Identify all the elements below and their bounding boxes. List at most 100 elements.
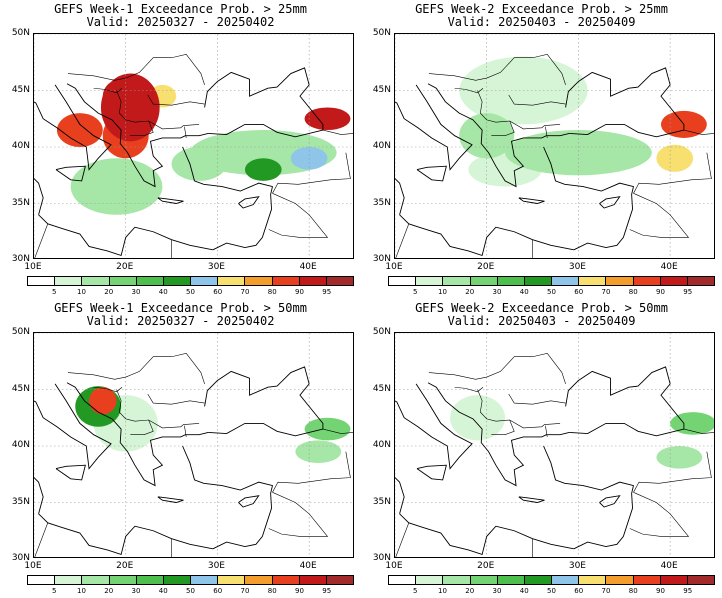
panel-title: GEFS Week-2 Exceedance Prob. > 25mm <box>415 2 668 16</box>
colorbar-swatch <box>272 576 300 584</box>
coastline <box>204 366 324 430</box>
coastline <box>395 84 473 171</box>
colorbar-swatch <box>136 277 164 285</box>
country-border <box>428 54 566 85</box>
country-border <box>184 126 187 139</box>
lon-tick-label: 10E <box>24 561 42 571</box>
lat-tick-label: 35N <box>11 496 30 507</box>
colorbar-swatch <box>136 576 164 584</box>
colorbar-tick-label: 70 <box>240 587 250 595</box>
colorbar-tick-label: 80 <box>267 587 277 595</box>
lon-tick-label: 10E <box>385 262 403 272</box>
coastline <box>208 123 324 138</box>
colorbar-tick-label: 95 <box>322 587 332 595</box>
map-area <box>33 332 354 558</box>
colorbar-swatch <box>82 277 110 285</box>
colorbar-tick-label: 10 <box>77 587 86 595</box>
panel-week2-50mm: GEFS Week-2 Exceedance Prob. > 50mm Vali… <box>361 299 722 598</box>
colorbar-swatch <box>299 277 327 285</box>
lat-tick-label: 40N <box>11 440 30 450</box>
colorbar-tick-label: 70 <box>601 587 611 595</box>
country-border <box>93 87 123 94</box>
colorbar-tick-label: 95 <box>683 288 693 296</box>
colorbar <box>27 276 354 286</box>
country-border <box>545 126 548 139</box>
panel-valid-dates: Valid: 20250403 - 20250409 <box>447 314 636 328</box>
colorbar-tick-label: 80 <box>267 288 277 296</box>
country-border <box>67 353 205 384</box>
lon-tick-label: 20E <box>477 262 495 272</box>
lat-tick-label: 50N <box>372 28 391 38</box>
coastline <box>55 165 86 182</box>
colorbar-tick-label: 50 <box>186 587 195 595</box>
colorbar-swatch <box>579 277 607 285</box>
colorbar-tick-label: 60 <box>213 288 223 296</box>
colorbar-tick-label: 60 <box>574 587 584 595</box>
lat-tick-label: 50N <box>372 327 391 337</box>
lat-tick-label: 50N <box>11 327 30 337</box>
panel-valid-dates: Valid: 20250403 - 20250409 <box>447 15 636 29</box>
country-border <box>428 353 566 384</box>
probability-area <box>670 412 714 435</box>
colorbar <box>388 575 715 585</box>
colorbar-swatch <box>109 277 137 285</box>
lat-tick-label: 35N <box>372 496 391 507</box>
panel-title: GEFS Week-2 Exceedance Prob. > 50mm <box>415 301 668 315</box>
colorbar-swatch <box>191 576 219 584</box>
coastline <box>565 67 685 131</box>
country-border <box>268 193 329 238</box>
country-border <box>508 94 566 106</box>
colorbar-tick-label: 5 <box>52 288 57 296</box>
colorbar-tick-label: 90 <box>295 587 304 595</box>
country-border <box>683 428 714 434</box>
probability-area <box>656 144 694 172</box>
country-border <box>147 393 205 405</box>
country-border <box>629 492 690 537</box>
colorbar-swatch <box>443 277 471 285</box>
country-border <box>629 193 690 238</box>
colorbar-swatch <box>326 576 354 584</box>
colorbar-swatch <box>524 277 553 285</box>
coastline <box>208 422 324 437</box>
colorbar-tick-label: 90 <box>295 288 304 296</box>
country-border <box>509 419 561 429</box>
colorbar-swatch <box>109 576 137 584</box>
lat-tick-label: 50N <box>11 28 30 38</box>
country-border <box>395 223 410 258</box>
probability-area <box>56 113 103 147</box>
country-border <box>67 54 205 85</box>
colorbar-swatch <box>606 576 634 584</box>
colorbar-tick-label: 20 <box>465 288 475 296</box>
colorbar-swatch <box>660 277 688 285</box>
country-border <box>93 386 123 393</box>
colorbar-tick-label: 60 <box>213 587 223 595</box>
coastline <box>157 496 184 503</box>
colorbar-tick-label: 60 <box>574 288 584 296</box>
colorbar-swatch <box>218 277 246 285</box>
colorbar-tick-label: 95 <box>322 288 332 296</box>
lon-tick-label: 30E <box>568 262 586 272</box>
lat-tick-label: 30N <box>11 254 30 264</box>
country-border <box>683 129 714 135</box>
colorbar-tick-label: 5 <box>413 587 418 595</box>
colorbar-swatch <box>28 576 56 584</box>
colorbar-swatch <box>245 277 273 285</box>
coastline <box>204 67 324 131</box>
coastline <box>427 83 570 188</box>
country-border <box>34 223 49 258</box>
colorbar-tick-label: 70 <box>601 288 611 296</box>
coastline <box>34 383 112 470</box>
coastline <box>518 197 545 204</box>
colorbar-tick-label: 40 <box>158 587 168 595</box>
colorbar-swatch <box>82 576 110 584</box>
lon-tick-label: 30E <box>207 561 225 571</box>
colorbar-swatch <box>389 576 417 584</box>
probability-area <box>450 395 506 441</box>
colorbar-tick-label: 30 <box>492 587 502 595</box>
map-area <box>394 33 715 259</box>
colorbar-swatch <box>272 277 300 285</box>
lat-tick-label: 45N <box>372 84 391 95</box>
colorbar-tick-label: 80 <box>628 587 638 595</box>
colorbar-tick-label: 10 <box>438 288 447 296</box>
colorbar-swatch <box>687 576 715 584</box>
